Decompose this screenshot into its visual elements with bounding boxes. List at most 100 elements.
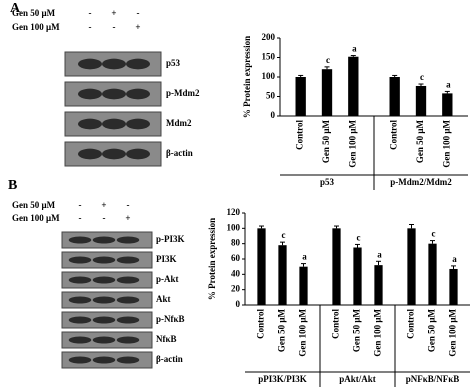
- band-label: NfκB: [156, 334, 177, 344]
- significance-label: a: [452, 254, 457, 264]
- category-label: Gen 100 μM: [373, 309, 383, 357]
- bar: [295, 77, 306, 116]
- category-label: Control: [389, 120, 399, 150]
- blot-band: [92, 336, 116, 344]
- bar: [299, 266, 308, 305]
- category-label: Gen 100 μM: [448, 309, 458, 357]
- panel-label: A: [10, 1, 21, 16]
- blot-band: [78, 148, 102, 160]
- category-label: Control: [256, 309, 266, 339]
- y-tick-label: 20: [231, 284, 241, 294]
- bar: [353, 247, 362, 305]
- treatment-sign: -: [89, 22, 92, 32]
- treatment-label: Gen 50 μM: [12, 8, 56, 18]
- blot-band: [126, 148, 150, 160]
- group-label: pAkt/Akt: [339, 374, 376, 384]
- group-label: p-Mdm2/Mdm2: [390, 177, 452, 187]
- blot-band: [92, 356, 116, 364]
- significance-label: a: [446, 79, 451, 89]
- category-label: Control: [295, 120, 305, 150]
- treatment-label: Gen 100 μM: [12, 22, 60, 32]
- band-label: p53: [166, 58, 181, 68]
- treatment-label: Gen 100 μM: [12, 213, 60, 223]
- treatment-sign: +: [135, 22, 140, 32]
- group-label: pPI3K/PI3K: [258, 374, 307, 384]
- y-tick-label: 80: [231, 238, 241, 248]
- bar: [278, 245, 287, 305]
- treatment-sign: -: [89, 8, 92, 18]
- band-label: Mdm2: [166, 118, 192, 128]
- panel-label: B: [8, 178, 17, 193]
- bar: [415, 85, 427, 116]
- blot-band: [68, 296, 92, 304]
- category-label: Control: [406, 309, 416, 339]
- blot-band: [68, 336, 92, 344]
- treatment-sign: -: [137, 8, 140, 18]
- band-label: β-actin: [156, 354, 183, 364]
- group-label: pNFκB/NFκB: [406, 374, 460, 384]
- band-label: PI3K: [156, 254, 177, 264]
- blot-band: [68, 236, 92, 244]
- band-label: p-Akt: [156, 274, 179, 284]
- category-label: Gen 50 μM: [415, 120, 425, 164]
- category-label: Gen 50 μM: [427, 309, 437, 353]
- significance-label: c: [357, 232, 361, 242]
- blot-band: [78, 58, 102, 70]
- significance-label: c: [432, 229, 436, 239]
- y-axis-label: % Protein expression: [207, 218, 217, 300]
- treatment-sign: +: [125, 213, 130, 223]
- category-label: Gen 100 μM: [347, 120, 357, 168]
- treatment-sign: -: [103, 213, 106, 223]
- bar: [449, 268, 458, 305]
- y-tick-label: 120: [227, 207, 241, 217]
- treatment-sign: -: [79, 200, 82, 210]
- significance-label: a: [377, 249, 382, 259]
- significance-label: a: [352, 44, 357, 54]
- blot-band: [68, 256, 92, 264]
- bar: [374, 265, 383, 305]
- category-label: Gen 50 μM: [321, 120, 331, 164]
- group-label: p53: [320, 177, 335, 187]
- bar: [428, 243, 437, 305]
- blot-band: [102, 148, 126, 160]
- blot-band: [116, 236, 140, 244]
- category-label: Gen 50 μM: [277, 309, 287, 353]
- y-tick-label: 150: [262, 52, 276, 62]
- blot-band: [116, 356, 140, 364]
- treatment-sign: +: [101, 200, 106, 210]
- blot-band: [116, 316, 140, 324]
- blot-band: [126, 88, 150, 100]
- y-tick-label: 0: [271, 110, 276, 120]
- blot-band: [116, 336, 140, 344]
- bar: [332, 228, 341, 305]
- band-label: p-NfκB: [156, 314, 185, 324]
- treatment-label: Gen 50 μM: [12, 200, 56, 210]
- blot-band: [126, 118, 150, 130]
- blot-band: [92, 296, 116, 304]
- treatment-sign: -: [79, 213, 82, 223]
- treatment-sign: +: [111, 8, 116, 18]
- blot-band: [68, 316, 92, 324]
- y-tick-label: 0: [236, 299, 241, 309]
- blot-band: [92, 276, 116, 284]
- y-tick-label: 200: [262, 32, 276, 42]
- y-tick-label: 100: [227, 222, 241, 232]
- y-tick-label: 40: [231, 268, 241, 278]
- blot-band: [116, 276, 140, 284]
- category-label: Gen 50 μM: [352, 309, 362, 353]
- blot-band: [78, 118, 102, 130]
- category-label: Gen 100 μM: [298, 309, 308, 357]
- blot-band: [68, 356, 92, 364]
- significance-label: c: [420, 72, 424, 82]
- category-label: Control: [331, 309, 341, 339]
- blot-band: [78, 88, 102, 100]
- bar: [389, 77, 400, 116]
- bar: [442, 93, 453, 116]
- treatment-sign: -: [127, 200, 130, 210]
- blot-band: [116, 296, 140, 304]
- y-tick-label: 50: [266, 91, 276, 101]
- blot-band: [102, 58, 126, 70]
- blot-band: [102, 88, 126, 100]
- blot-band: [68, 276, 92, 284]
